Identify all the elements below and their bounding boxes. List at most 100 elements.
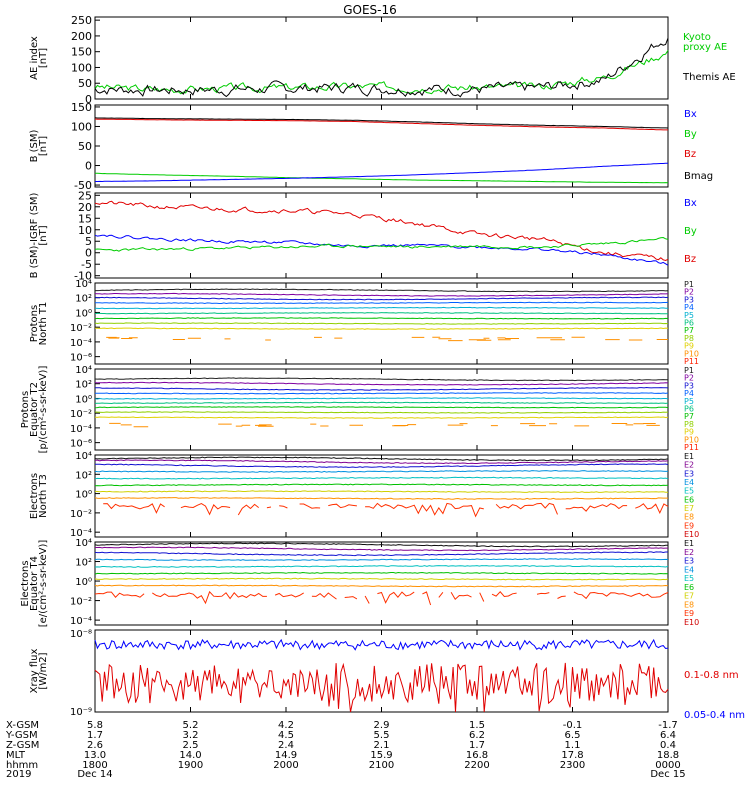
legend-entry: E7 — [684, 592, 694, 601]
legend-entry: P10 — [684, 435, 699, 444]
series-line — [95, 546, 668, 552]
legend-entry: P5 — [684, 397, 694, 406]
y-tick-label: 15 — [78, 212, 92, 225]
x-axis-value: 17.8 — [561, 750, 583, 761]
x-axis-row-label: Z-GSM — [6, 740, 39, 751]
x-axis-value: Dec 14 — [77, 769, 112, 780]
x-axis-table: X-GSM 5.8 5.2 4.2 2.9 1.5 -0.1 -1.7 Y-GSM 1.7 3.2 4… — [5, 720, 686, 780]
legend-entry: E7 — [684, 504, 694, 513]
y-tick-label: 10⁻⁴ — [70, 338, 92, 349]
series-line — [94, 456, 669, 462]
legend-entry: Bz — [684, 149, 696, 160]
x-axis-row-label: hhmm — [6, 760, 38, 771]
y-tick-label: 10 — [78, 224, 92, 237]
series-line — [94, 571, 669, 575]
legend-entry: Bx — [684, 109, 697, 120]
y-tick-label: 10⁴ — [75, 279, 92, 290]
legend-entry: E9 — [684, 609, 694, 618]
legend-entry: E2 — [684, 461, 694, 470]
x-axis-value: 1800 — [82, 760, 107, 771]
series-line — [94, 397, 669, 400]
y-tick-label: 10⁻² — [70, 597, 92, 608]
x-axis-row-label: X-GSM — [6, 720, 39, 731]
y-axis-label: AE index — [29, 36, 40, 80]
series-line — [94, 590, 669, 606]
legend-entry: P6 — [684, 405, 694, 414]
y-tick-label: 10⁻⁴ — [70, 424, 92, 435]
x-axis-value: 6.2 — [469, 730, 485, 741]
x-axis-value: Dec 15 — [650, 769, 685, 780]
y-tick-label: 20 — [78, 201, 92, 214]
legend-entry: 0.05-0.4 nm — [684, 710, 745, 721]
legend-entry: P1 — [684, 280, 694, 289]
y-axis-label: North T3 — [38, 474, 49, 518]
series-line — [94, 577, 669, 581]
y-tick-label: 0 — [85, 247, 92, 260]
y-axis-label: Protons — [20, 391, 31, 428]
y-axis-label: Equator T4 — [29, 556, 40, 611]
y-axis-label: [nT] — [38, 225, 49, 245]
x-axis-value: 6.5 — [565, 730, 581, 741]
y-tick-label: -50 — [74, 179, 92, 192]
legend-entry: E8 — [684, 513, 694, 522]
x-axis-value: -1.7 — [658, 720, 678, 731]
series-line — [94, 392, 669, 395]
y-tick-label: 10⁻⁴ — [70, 528, 92, 539]
legend-entry: E5 — [684, 487, 694, 496]
series-line — [94, 584, 669, 588]
x-axis-value: 18.8 — [657, 750, 679, 761]
y-tick-label: 50 — [78, 140, 92, 153]
y-tick-label: 10⁻⁸ — [70, 629, 92, 640]
series-line — [103, 502, 669, 518]
series-line — [94, 416, 669, 419]
y-tick-label: 10² — [75, 380, 92, 391]
legend-entry: E9 — [684, 521, 694, 530]
legend-entry: E2 — [684, 548, 694, 557]
series-line — [94, 306, 668, 310]
series-line — [94, 117, 669, 129]
legend-entry: Bx — [684, 198, 697, 209]
legend-entry: E1 — [684, 452, 694, 461]
y-tick-label: 10⁴ — [75, 451, 92, 462]
y-tick-label: 100 — [71, 61, 92, 74]
legend-entry: E4 — [684, 565, 694, 574]
y-tick-label: 150 — [71, 101, 92, 114]
legend-entry: E6 — [684, 583, 694, 592]
y-tick-label: 50 — [78, 77, 92, 90]
y-tick-label: 150 — [71, 46, 92, 59]
y-tick-label: 10⁴ — [75, 365, 92, 376]
x-axis-value: 1900 — [178, 760, 203, 771]
x-axis-value: 14.9 — [275, 750, 297, 761]
series-line — [94, 292, 669, 297]
y-axis-label: [W/m2] — [38, 652, 49, 689]
x-axis-value: 0.4 — [660, 740, 676, 751]
y-tick-label: 10⁰ — [75, 394, 92, 405]
legend-entry: Bz — [684, 254, 696, 265]
x-axis-value: 2.4 — [278, 740, 294, 751]
series-line — [94, 476, 669, 480]
series-line — [94, 490, 669, 494]
x-axis-row: hhmm 1800 1900 2000 2100 2200 2300 0000 — [6, 760, 681, 771]
x-axis-row: Z-GSM 2.6 2.5 2.4 2.1 1.7 1.1 0.4 — [6, 740, 676, 751]
x-axis-value: 5.8 — [87, 720, 103, 731]
x-axis-value: 14.0 — [179, 750, 201, 761]
legend-entry: 0.1-0.8 nm — [684, 670, 739, 681]
series-line — [94, 200, 669, 262]
legend-entry: E10 — [684, 530, 699, 539]
legend-entry: P1 — [684, 366, 694, 375]
series-line — [94, 483, 669, 487]
y-axis-label: Electrons — [20, 560, 31, 606]
legend-entry: Themis AE — [682, 72, 736, 83]
x-axis-value: 1.7 — [469, 740, 485, 751]
series-line — [94, 234, 669, 266]
series-line — [94, 406, 669, 409]
series-line — [94, 50, 669, 95]
x-axis-value: -0.1 — [563, 720, 583, 731]
series-line — [94, 558, 669, 561]
series-line — [94, 551, 668, 557]
series-line — [109, 422, 660, 428]
y-tick-label: 10² — [75, 470, 92, 481]
y-tick-label: 10⁻⁹ — [70, 707, 92, 718]
y-tick-label: 25 — [78, 189, 92, 202]
